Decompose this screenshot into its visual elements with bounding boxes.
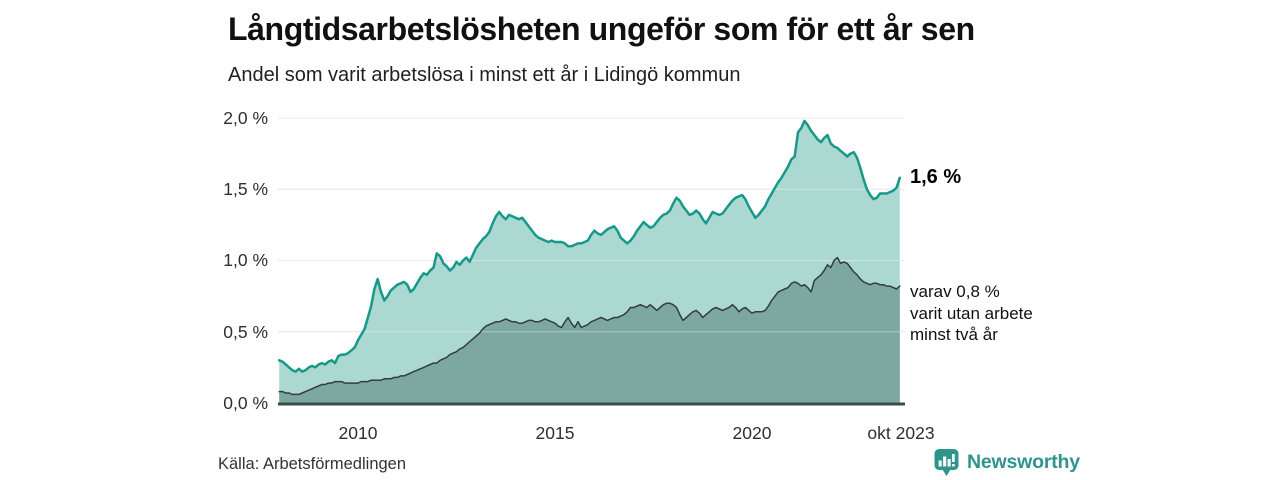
newsworthy-logo-icon xyxy=(934,448,959,476)
brand-name: Newsworthy xyxy=(967,450,1080,473)
series-total-end-value-label: 1,6 % xyxy=(910,166,962,188)
source-attribution: Källa: Arbetsförmedlingen xyxy=(218,455,407,473)
series-subset-end-label-line2: varit utan arbete xyxy=(910,303,1033,323)
series-line-subset xyxy=(278,256,901,396)
x-tick-label: 2010 xyxy=(338,423,378,443)
series-subset-end-label-line3: minst två år xyxy=(910,325,998,344)
series-lines xyxy=(277,119,902,396)
y-tick-label: 2,0 % xyxy=(223,108,268,128)
area-fills xyxy=(279,120,900,404)
series-subset-end-label: varav 0,8 % varit utan arbete minst två … xyxy=(910,281,1033,346)
x-tick-label: 2015 xyxy=(535,423,575,443)
chart-title: Långtidsarbetslösheten ungeför som för e… xyxy=(228,11,975,47)
y-tick-label: 0,0 % xyxy=(223,393,268,413)
y-tick-label: 0,5 % xyxy=(223,322,268,342)
series-line-total xyxy=(277,119,902,373)
x-tick-label: okt 2023 xyxy=(867,423,935,443)
y-tick-label: 1,0 % xyxy=(223,250,268,270)
gridlines-overlay xyxy=(278,117,905,333)
series-area-subset xyxy=(279,257,900,403)
chart-subtitle: Andel som varit arbetslösa i minst ett å… xyxy=(228,64,741,86)
series-subset-end-label-line1: varav 0,8 % xyxy=(910,282,1000,301)
brand-logo: Newsworthy xyxy=(933,447,1080,477)
x-tick-label: 2020 xyxy=(732,423,772,443)
y-tick-label: 1,5 % xyxy=(223,179,268,199)
